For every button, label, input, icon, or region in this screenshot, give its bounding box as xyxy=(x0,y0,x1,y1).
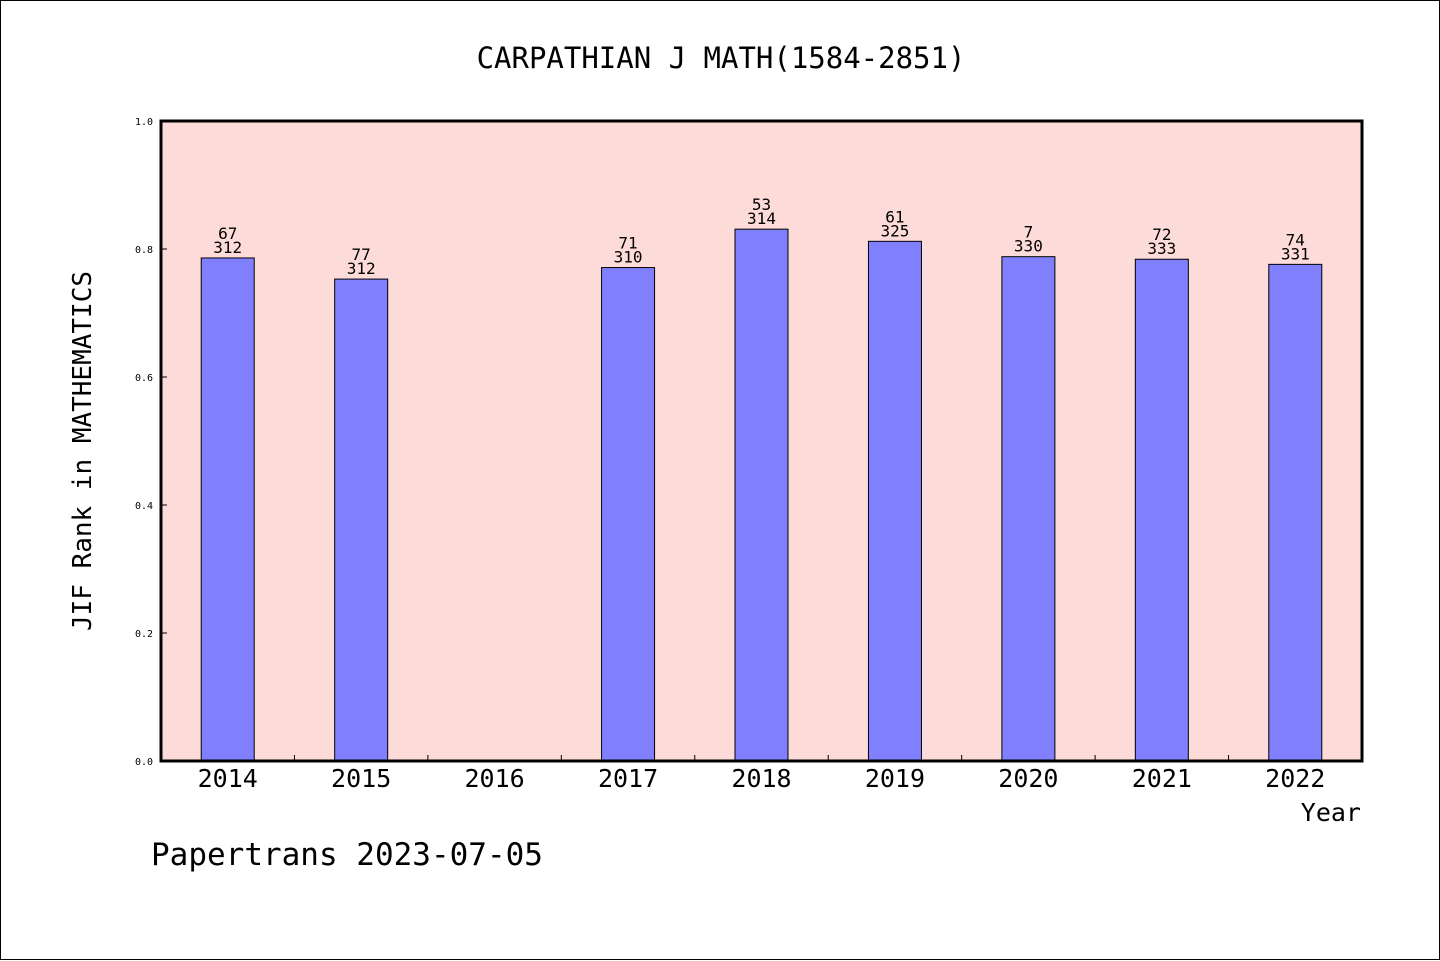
x-tick-label: 2015 xyxy=(331,764,391,793)
x-tick-label: 2020 xyxy=(998,764,1058,793)
y-tick-label: 0.8 xyxy=(135,245,153,256)
x-tick-label: 2014 xyxy=(198,764,258,793)
bar-rank-label: 53 xyxy=(752,195,771,214)
bar-2018 xyxy=(734,228,789,762)
bar-rank-label: 72 xyxy=(1152,225,1171,244)
bar-total-label: 331 xyxy=(1281,244,1310,263)
y-tick-label: 0.4 xyxy=(135,501,153,512)
x-tick-label: 2019 xyxy=(865,764,925,793)
bar-total-label: 330 xyxy=(1014,237,1043,256)
y-axis-label: JIF Rank in MATHEMATICS xyxy=(68,271,98,631)
y-tick-label: 0.6 xyxy=(135,373,153,384)
bar-2020 xyxy=(1001,256,1056,762)
bar-total-label: 314 xyxy=(747,209,776,228)
x-tick-label: 2018 xyxy=(731,764,791,793)
y-tick-label: 1.0 xyxy=(135,117,153,128)
chart-title: CARPATHIAN J MATH(1584-2851) xyxy=(477,41,966,75)
bar-total-label: 312 xyxy=(347,259,376,278)
bar-2022 xyxy=(1268,263,1323,762)
x-tick-label: 2022 xyxy=(1265,764,1325,793)
x-axis-label: Year xyxy=(1301,798,1361,827)
x-tick-label: 2016 xyxy=(465,764,525,793)
bar-2021 xyxy=(1134,258,1189,762)
bar-total-label: 310 xyxy=(614,248,643,267)
bar-total-label: 325 xyxy=(880,221,909,240)
bar-total-label: 312 xyxy=(213,238,242,257)
x-tick-label: 2021 xyxy=(1132,764,1192,793)
bar-total-label: 333 xyxy=(1147,239,1176,258)
bar-2015 xyxy=(334,278,389,762)
x-tick-label: 2017 xyxy=(598,764,658,793)
y-tick-label: 0.0 xyxy=(135,757,153,768)
bar-rank-label: 74 xyxy=(1286,230,1305,249)
x-axis-ticks: 2014 2015 2016 2017 2018 2019 2020 2021 2022 xyxy=(198,755,1325,793)
y-tick-label: 0.2 xyxy=(135,629,153,640)
footer-credit: Papertrans 2023-07-05 xyxy=(151,837,543,873)
bar-2017 xyxy=(601,267,656,762)
bar-2014 xyxy=(200,257,255,762)
bar-rank-label: 7 xyxy=(1024,223,1034,242)
plot-border xyxy=(159,119,1364,763)
bars-group xyxy=(200,228,1323,762)
bar-2019 xyxy=(867,240,922,762)
bar-rank-label: 71 xyxy=(618,234,637,253)
bar-rank-label: 67 xyxy=(218,224,237,243)
bar-rank-label: 77 xyxy=(352,245,371,264)
bar-rank-label: 61 xyxy=(885,207,904,226)
